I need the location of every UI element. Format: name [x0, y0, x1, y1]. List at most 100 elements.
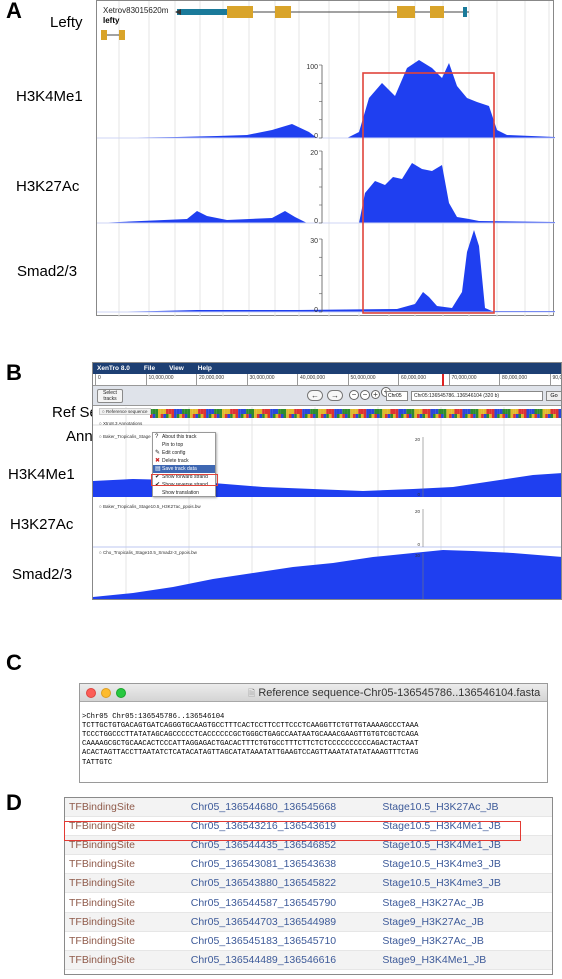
table-row[interactable]: TFBindingSite Chr05_136544680_136545668 St… — [65, 798, 552, 818]
track-label-refseq[interactable]: ○ Reference sequence — [99, 408, 151, 415]
base-rev — [387, 414, 391, 418]
base-fwd — [462, 409, 466, 414]
base-fwd — [390, 409, 393, 414]
fasta-text[interactable]: >Chr05 Chr05:136545786..136546104 TCTTGCT… — [80, 702, 547, 788]
base-fwd — [166, 409, 169, 414]
table-row[interactable]: TFBindingSite Chr05_136544703_136544989 St… — [65, 912, 552, 932]
zoom-window-icon[interactable] — [116, 688, 126, 698]
fasta-header-line: >Chr05 Chr05:136545786..136546104 — [82, 713, 225, 722]
base-fwd — [387, 409, 391, 414]
region-cell: Chr05_136544680_136545668 — [190, 801, 337, 814]
zoom-out-large-icon[interactable]: − — [349, 390, 359, 400]
table-row[interactable]: TFBindingSite Chr05_136543216_136543619 St… — [65, 817, 552, 837]
source-cell: Stage9_H3K4Me1_JB — [382, 953, 487, 966]
base-fwd — [411, 409, 415, 414]
fasta-seq-line: CAAAAGCGCTGCAACACTCCCATTAGGAGACTGACACTTT… — [82, 740, 419, 749]
base-fwd — [457, 409, 460, 414]
y-tick-label: 0 — [417, 492, 420, 497]
menu-item-about[interactable]: ? About this track — [153, 433, 215, 441]
menu-item-pin[interactable]: Pin to top — [153, 441, 215, 449]
menu-item-edit-config[interactable]: ✎ Edit config — [153, 449, 215, 457]
fasta-seq-line: TCCCTGGCCCTTATATAGCAGCCCCCTCACCCCCCGCTGG… — [82, 731, 419, 740]
base-rev — [486, 414, 490, 418]
y-tick-label: 100 — [306, 64, 318, 71]
region-highlight-box — [362, 72, 495, 314]
menu-item-forward-strand[interactable]: ✔ Show forward strand — [153, 473, 215, 481]
y-tick-label: 0 — [314, 218, 318, 225]
base-fwd — [310, 409, 313, 414]
base-fwd — [182, 409, 185, 414]
base-rev — [443, 414, 447, 418]
close-window-icon[interactable] — [86, 688, 96, 698]
base-fwd — [248, 409, 252, 414]
feature-type-cell: TFBindingSite — [69, 877, 135, 890]
pan-right-icon[interactable]: → — [327, 390, 343, 401]
ruler-tick: 70,000,000 — [448, 374, 477, 386]
track-label-h3k27ac-text: Baker_Tropicalis_Stage10.5_H3K27ac_ppois… — [102, 504, 201, 509]
base-rev — [163, 414, 167, 418]
track-label-h3k27ac[interactable]: ○ Baker_Tropicalis_Stage10.5_H3K27ac_ppo… — [99, 504, 201, 509]
signal-track-0 — [97, 60, 555, 138]
menu-item-translation[interactable]: Show translation — [153, 489, 215, 497]
base-rev — [521, 414, 524, 418]
menu-file[interactable]: File — [143, 365, 156, 372]
menu-item-about-label: About this track — [162, 434, 197, 440]
base-fwd — [294, 409, 297, 414]
base-rev — [435, 414, 439, 418]
base-rev — [334, 414, 337, 418]
base-fwd — [216, 409, 220, 414]
base-rev — [408, 414, 412, 418]
base-rev — [286, 414, 289, 418]
menu-view[interactable]: View — [169, 365, 184, 372]
base-rev — [515, 414, 519, 418]
base-fwd — [408, 409, 412, 414]
base-rev — [417, 414, 420, 418]
base-rev — [203, 414, 207, 418]
location-input[interactable]: Chr05:136545786..136546104 (320 b) — [411, 391, 543, 401]
base-rev — [232, 414, 236, 418]
base-rev — [158, 414, 161, 418]
base-rev — [395, 414, 399, 418]
document-icon: 🗎 — [248, 688, 256, 698]
table-row[interactable]: TFBindingSite Chr05_136543880_136545822 St… — [65, 874, 552, 894]
table-row[interactable]: TFBindingSite Chr05_136544587_136545790 St… — [65, 893, 552, 913]
menu-item-delete[interactable]: ✖ Delete track — [153, 457, 215, 465]
track-label-h3k4me1[interactable]: ○ Baker_Tropicalis_Stage — [99, 434, 151, 439]
base-fwd — [171, 409, 175, 414]
base-fwd — [286, 409, 289, 414]
menu-help[interactable]: Help — [197, 365, 212, 372]
menu-item-save-track-data[interactable]: ▤ Save track data — [153, 465, 215, 473]
base-rev — [243, 414, 247, 418]
base-rev — [553, 414, 556, 418]
minimize-window-icon[interactable] — [101, 688, 111, 698]
ruler-tick: 30,000,000 — [246, 374, 275, 386]
zoom-in-icon[interactable]: + — [371, 390, 380, 399]
feature-type-cell: TFBindingSite — [69, 896, 135, 909]
track-label-annotations[interactable]: ○ Xtro8.3 Annotations — [99, 421, 143, 426]
table-row[interactable]: TFBindingSite Chr05_136544489_136546616 St… — [65, 950, 552, 970]
base-rev — [481, 414, 484, 418]
base-rev — [350, 414, 353, 418]
base-rev — [283, 414, 287, 418]
zoom-out-icon[interactable]: − — [360, 390, 370, 400]
ruler-tick: 20,000,000 — [196, 374, 224, 386]
go-button[interactable]: Go — [546, 391, 561, 401]
base-rev — [422, 414, 426, 418]
base-rev — [430, 414, 434, 418]
base-rev — [224, 414, 228, 418]
base-rev — [467, 414, 471, 418]
base-rev — [182, 414, 185, 418]
base-fwd — [510, 409, 514, 414]
table-row[interactable]: TFBindingSite Chr05_136545183_136545710 St… — [65, 932, 552, 951]
gene-exon — [227, 6, 253, 18]
pan-left-icon[interactable]: ← — [307, 390, 323, 401]
track-label-smad[interactable]: ○ Cho_Tropicalis_Stage10.5_Smad2-3_ppois… — [99, 550, 197, 555]
base-rev — [526, 414, 530, 418]
base-rev — [547, 414, 551, 418]
chromosome-select[interactable]: Chr05 — [386, 391, 408, 401]
select-tracks-button[interactable]: Select tracks — [97, 389, 123, 403]
table-row[interactable]: TFBindingSite Chr05_136543081_136543638 St… — [65, 855, 552, 875]
track-label-annotations-text: Xtro8.3 Annotations — [102, 421, 143, 426]
overview-ruler[interactable]: 0 10,000,000 20,000,000 30,000,000 40,000,00… — [93, 374, 561, 386]
base-rev — [537, 414, 540, 418]
